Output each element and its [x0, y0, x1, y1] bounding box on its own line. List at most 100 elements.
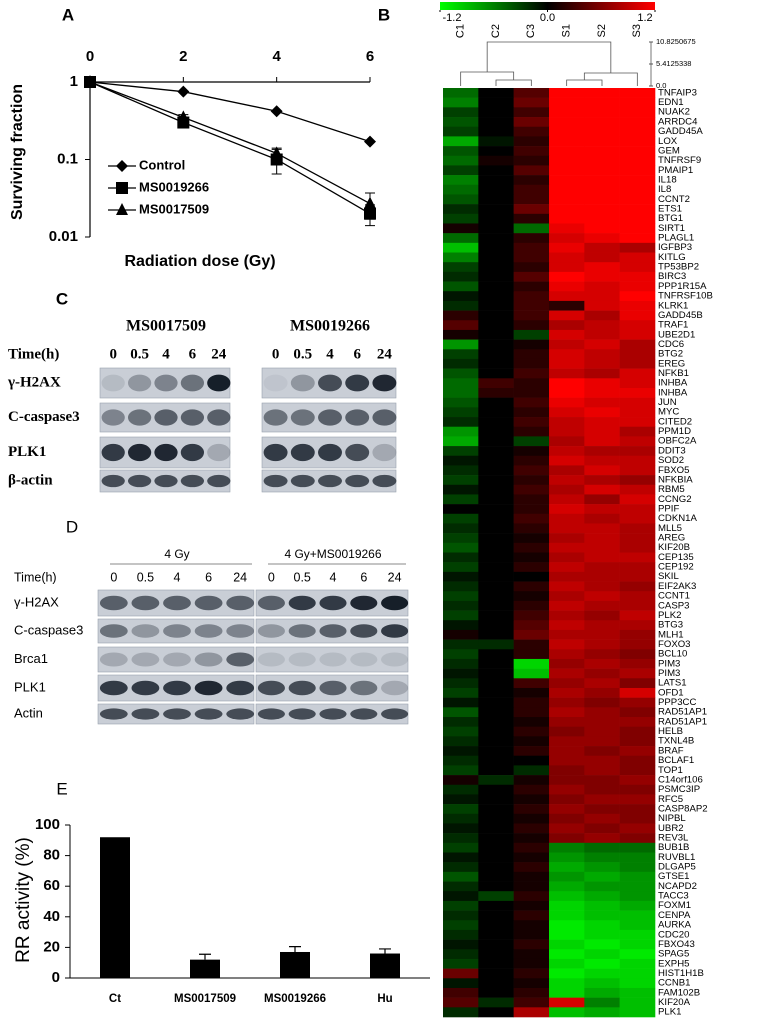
heatmap-cell — [584, 242, 620, 253]
heatmap-cell — [443, 165, 479, 176]
heatmap-cell — [584, 194, 620, 205]
heatmap-cell — [478, 997, 514, 1008]
bar — [280, 951, 310, 978]
blot-band — [226, 624, 255, 638]
row-label: FAM102B — [658, 987, 700, 998]
heatmap-cell — [584, 746, 620, 757]
heatmap-cell — [619, 281, 656, 292]
x-tick-label: 6 — [366, 48, 374, 65]
heatmap-cell — [443, 271, 479, 282]
heatmap-cell — [619, 1007, 656, 1018]
heatmap-cell — [549, 949, 585, 960]
heatmap-cell — [549, 349, 585, 360]
row-label: PLK1 — [8, 444, 46, 460]
y-tick-label: 1 — [70, 73, 78, 90]
legend-marker — [116, 203, 128, 215]
heatmap-cell — [478, 494, 514, 505]
heatmap-cell — [478, 929, 514, 940]
row-label: PSMC3IP — [658, 784, 700, 795]
heatmap-cell — [443, 1007, 479, 1018]
heatmap-cell — [549, 987, 585, 998]
heatmap-cell — [513, 320, 550, 331]
heatmap-cell — [443, 929, 479, 940]
heatmap-cell — [549, 465, 585, 476]
blot-band — [207, 409, 231, 426]
row-label: PLK2 — [658, 610, 681, 621]
heatmap-cell — [513, 387, 550, 398]
heatmap-cell — [549, 600, 585, 611]
heatmap-cell — [619, 107, 656, 118]
heatmap-cell — [443, 862, 479, 873]
blot-background — [255, 646, 409, 673]
heatmap-cell — [513, 262, 550, 273]
row-label: FBXO43 — [658, 939, 695, 950]
heatmap-cell — [584, 523, 620, 534]
heatmap-cell — [619, 968, 656, 979]
heatmap-cell — [549, 862, 585, 873]
heatmap-cell — [619, 707, 656, 718]
heatmap-cell — [584, 504, 620, 515]
heatmap-cell — [549, 823, 585, 834]
heatmap-cell — [619, 920, 656, 931]
blot-band — [163, 624, 191, 638]
heatmap-cell — [443, 387, 479, 398]
heatmap-cell — [513, 765, 550, 776]
heatmap-cell — [513, 852, 550, 863]
heatmap-cell — [619, 204, 656, 215]
heatmap-cell — [584, 920, 620, 931]
heatmap-cell — [549, 581, 585, 592]
blot-band — [319, 680, 347, 696]
row-label: TNFRSF9 — [658, 155, 701, 166]
heatmap-cell — [584, 736, 620, 747]
heatmap-cell — [443, 146, 479, 157]
heatmap-cell — [549, 755, 585, 766]
y-tick-label: 0.1 — [57, 150, 78, 167]
heatmap-cell — [513, 494, 550, 505]
heatmap-cell — [443, 513, 479, 524]
heatmap-cell — [478, 1007, 514, 1018]
heatmap-cell — [513, 407, 550, 418]
row-label: HIST1H1B — [658, 968, 704, 979]
heatmap-cell — [513, 862, 550, 873]
heatmap-cell — [443, 746, 479, 757]
heatmap-cell — [584, 968, 620, 979]
heatmap-cell — [584, 407, 620, 418]
blot-band — [318, 409, 342, 426]
time-point: 0 — [110, 570, 117, 584]
heatmap-cell — [478, 233, 514, 244]
heatmap-cell — [513, 629, 550, 640]
heatmap-cell — [513, 455, 550, 466]
time-point: 24 — [388, 570, 402, 584]
heatmap-cell — [443, 300, 479, 311]
y-tick-label: 0.01 — [49, 228, 78, 245]
panel-label: B — [378, 5, 390, 24]
heatmap-cell — [513, 736, 550, 747]
heatmap-cell — [478, 542, 514, 553]
row-label: RUVBL1 — [658, 852, 695, 863]
heatmap-cell — [443, 291, 479, 302]
heatmap-cell — [513, 242, 550, 253]
heatmap-cell — [584, 184, 620, 195]
row-label: TNFRSF10B — [658, 291, 713, 302]
blot-band — [257, 680, 285, 696]
heatmap-cell — [619, 475, 656, 486]
row-label: REV3L — [658, 833, 689, 844]
heatmap-cell — [549, 475, 585, 486]
heatmap-cell — [478, 126, 514, 137]
heatmap-cell — [478, 581, 514, 592]
heatmap-cell — [513, 349, 550, 360]
heatmap-cell — [443, 552, 479, 563]
heatmap-cell — [619, 581, 656, 592]
heatmap-cell — [478, 213, 514, 224]
blot-band — [288, 595, 316, 611]
x-tick-label: Hu — [377, 993, 392, 1005]
dendrogram-tick-label: 10.8250675 — [656, 37, 696, 46]
heatmap-cell — [513, 175, 550, 186]
row-label: TNFAIP3 — [658, 87, 697, 98]
heatmap-cell — [478, 107, 514, 118]
heatmap-cell — [549, 513, 585, 524]
panel-label: E — [56, 779, 67, 798]
heatmap-cell — [549, 194, 585, 205]
heatmap-cell — [619, 862, 656, 873]
heatmap-cell — [478, 562, 514, 573]
